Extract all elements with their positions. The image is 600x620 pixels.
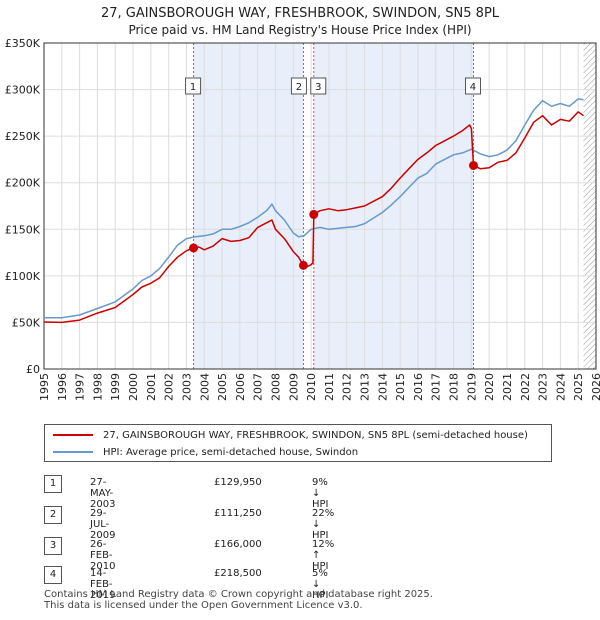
x-tick-label: 2022 — [519, 373, 532, 401]
transaction-marker-label: 2 — [296, 82, 302, 93]
x-tick-label: 2005 — [216, 373, 229, 401]
x-tick-label: 2013 — [359, 373, 372, 401]
transaction-point — [309, 209, 319, 219]
transaction-hpi-diff: 22% ↓ HPI — [312, 508, 335, 541]
y-tick-label: £0 — [26, 363, 40, 376]
x-tick-label: 1998 — [91, 373, 104, 401]
transaction-price: £129,950 — [214, 477, 262, 488]
forecast-hatch — [583, 43, 596, 369]
x-tick-label: 2026 — [590, 373, 600, 401]
transaction-date: 14-FEB-2019 — [90, 568, 116, 601]
y-tick-label: £50K — [12, 316, 41, 329]
x-tick-label: 2012 — [341, 373, 354, 401]
transaction-marker-box — [464, 77, 481, 95]
y-tick-label: £200K — [5, 177, 41, 190]
transaction-price: £218,500 — [214, 568, 262, 579]
y-tick-label: £100K — [5, 270, 41, 283]
transaction-date: 26-FEB-2010 — [90, 539, 116, 572]
transaction-hpi-diff: 9% ↓ HPI — [312, 477, 329, 510]
x-tick-label: 2017 — [430, 373, 443, 401]
x-tick-label: 2002 — [163, 373, 176, 401]
transaction-badge: 2 — [44, 506, 62, 524]
x-tick-label: 2016 — [412, 373, 425, 401]
y-tick-label: £350K — [5, 37, 41, 50]
transaction-marker-label: 3 — [315, 82, 321, 93]
legend-item-hpi: HPI: Average price, semi-detached house,… — [53, 444, 358, 460]
footer-licence: This data is licensed under the Open Gov… — [44, 600, 363, 611]
x-tick-label: 2010 — [305, 373, 318, 401]
transaction-price: £111,250 — [214, 508, 262, 519]
price-chart: £0 £50K £100K £150K £200K £250K £300K £350K 199… — [5, 37, 600, 401]
x-tick-label: 2004 — [198, 373, 211, 401]
shaded-period — [193, 43, 304, 369]
x-tick-label: 2018 — [448, 373, 461, 401]
x-tick-label: 2011 — [323, 373, 336, 401]
transaction-point — [298, 260, 308, 270]
x-tick-label: 1997 — [74, 373, 87, 401]
transaction-marker-label: 1 — [190, 82, 196, 93]
x-tick-label: 2023 — [537, 373, 550, 401]
transaction-point — [468, 160, 478, 170]
chart-subtitle: Price paid vs. HM Land Registry's House … — [128, 23, 472, 37]
transaction-marker-box — [290, 77, 307, 95]
legend: 27, GAINSBOROUGH WAY, FRESHBROOK, SWINDO… — [44, 424, 552, 462]
footer-copyright: Contains HM Land Registry data © Crown c… — [44, 589, 433, 600]
transaction-badge: 3 — [44, 537, 62, 555]
x-tick-label: 2009 — [287, 373, 300, 401]
series-line-hpi — [44, 98, 584, 319]
y-tick-label: £150K — [5, 223, 41, 236]
shaded-period — [313, 43, 474, 369]
x-tick-label: 1999 — [109, 373, 122, 401]
x-tick-label: 2006 — [234, 373, 247, 401]
transaction-price: £166,000 — [214, 539, 262, 550]
x-tick-label: 2019 — [465, 373, 478, 401]
legend-item-property: 27, GAINSBOROUGH WAY, FRESHBROOK, SWINDO… — [53, 427, 528, 443]
chart-title: 27, GAINSBOROUGH WAY, FRESHBROOK, SWINDO… — [100, 6, 500, 21]
x-tick-label: 2020 — [483, 373, 496, 401]
transaction-hpi-diff: 5% ↓ HPI — [312, 568, 329, 601]
x-tick-label: 1996 — [56, 373, 69, 401]
x-tick-label: 2014 — [376, 373, 389, 401]
x-tick-label: 2025 — [572, 373, 585, 401]
legend-label-hpi: HPI: Average price, semi-detached house,… — [103, 446, 359, 458]
x-tick-label: 2000 — [127, 373, 140, 401]
x-tick-label: 2008 — [269, 373, 282, 401]
y-tick-label: £300K — [5, 84, 41, 97]
transaction-marker-box — [185, 77, 202, 95]
x-tick-label: 2024 — [554, 373, 567, 401]
x-tick-label: 2001 — [145, 373, 158, 401]
transaction-point — [189, 243, 199, 253]
transaction-date: 27-MAY-2003 — [90, 477, 116, 510]
transaction-marker-label: 4 — [470, 82, 476, 93]
legend-swatch-property — [53, 434, 93, 436]
plot-frame — [43, 42, 597, 370]
x-tick-label: 1995 — [38, 373, 51, 401]
transaction-marker-box — [310, 77, 327, 95]
x-tick-label: 2003 — [180, 373, 193, 401]
legend-swatch-hpi — [53, 451, 93, 453]
legend-label-property: 27, GAINSBOROUGH WAY, FRESHBROOK, SWINDO… — [103, 429, 528, 441]
x-tick-label: 2007 — [252, 373, 265, 401]
transaction-hpi-diff: 12% ↑ HPI — [312, 539, 335, 572]
transaction-badge: 4 — [44, 566, 62, 584]
transaction-date: 29-JUL-2009 — [90, 508, 116, 541]
x-tick-label: 2015 — [394, 373, 407, 401]
transaction-badge: 1 — [44, 475, 62, 493]
x-tick-label: 2021 — [501, 373, 514, 401]
y-tick-label: £250K — [5, 130, 41, 143]
